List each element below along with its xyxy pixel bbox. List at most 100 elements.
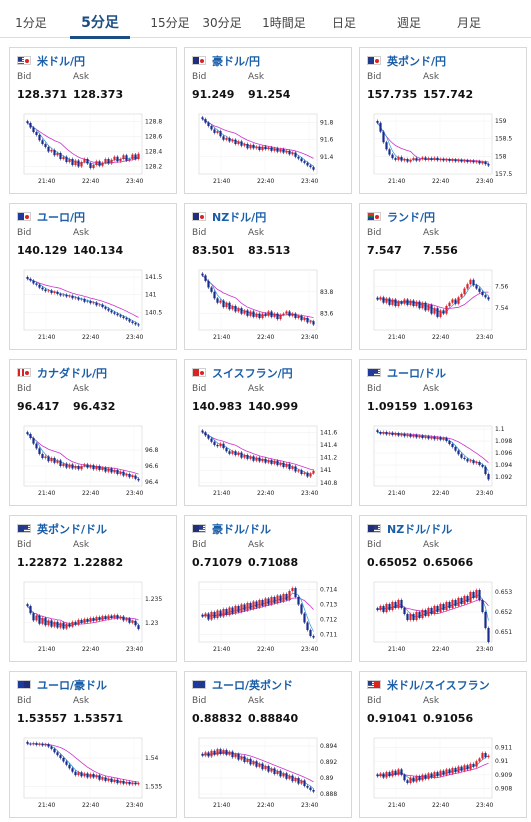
y-tick-label: 159: [495, 118, 507, 125]
candle-body: [403, 774, 406, 781]
rate-card[interactable]: 豪ドル/ドル Bid Ask 0.71079 0.71088 0.714 0.713 0.71…: [184, 515, 352, 662]
candle-body: [270, 597, 273, 605]
candlestick-chart[interactable]: 7.56 7.54 21:40 22:40 23:40: [360, 262, 526, 350]
rate-card[interactable]: 英ポンド/円 Bid Ask 157.735 157.742 159 158.5 158 157…: [359, 47, 527, 194]
currency-pair-title[interactable]: ユーロ/豪ドル: [37, 679, 108, 692]
candle-body: [125, 782, 128, 784]
currency-pair-title[interactable]: NZドル/ドル: [387, 523, 453, 536]
rate-card[interactable]: NZドル/円 Bid Ask 83.501 83.513 83.8 83.6 21:40 22:…: [184, 203, 352, 350]
currency-pair-title[interactable]: ランド/円: [387, 211, 436, 224]
candle-body: [246, 310, 249, 316]
candle-body: [300, 315, 303, 321]
candlestick-chart[interactable]: 0.911 0.91 0.909 0.908 21:40 22:40 23:40: [360, 730, 526, 818]
rate-card[interactable]: ユーロ/英ポンド Bid Ask 0.88832 0.88840 0.894 0.892 0.…: [184, 671, 352, 818]
x-tick-label: 22:40: [432, 178, 449, 185]
candle-body: [234, 606, 237, 614]
rate-card[interactable]: カナダドル/円 Bid Ask 96.417 96.432 96.8 96.6 96.4 21:…: [9, 359, 177, 506]
rate-card[interactable]: スイスフラン/円 Bid Ask 140.983 140.999 141.6 141.4 14…: [184, 359, 352, 506]
candlestick-chart[interactable]: 1.54 1.535 21:40 22:40 23:40: [10, 730, 176, 818]
candle-body: [255, 761, 258, 767]
bid-label: Bid: [192, 72, 207, 82]
candle-body: [246, 758, 249, 762]
candlestick-chart[interactable]: 141.5 141 140.5 21:40 22:40 23:40: [10, 262, 176, 350]
currency-pair-title[interactable]: 米ドル/スイスフラン: [387, 679, 490, 692]
candle-body: [222, 443, 225, 449]
candle-body: [406, 434, 409, 437]
x-tick-label: 23:40: [126, 334, 143, 341]
candle-body: [255, 146, 258, 149]
candle-body: [210, 612, 213, 620]
candlestick-chart[interactable]: 83.8 83.6 21:40 22:40 23:40: [185, 262, 351, 350]
currency-pair-title[interactable]: ユーロ/英ポンド: [212, 679, 294, 692]
currency-pair-title[interactable]: 豪ドル/円: [212, 55, 261, 68]
candle-body: [29, 743, 32, 745]
rate-card[interactable]: NZドル/ドル Bid Ask 0.65052 0.65066 0.653 0.652 0.6…: [359, 515, 527, 662]
candle-body: [128, 159, 131, 161]
tab-3[interactable]: 30分足: [202, 16, 242, 30]
tab-6[interactable]: 週足: [396, 16, 421, 30]
candle-body: [445, 769, 448, 775]
currency-pair-title[interactable]: カナダドル/円: [37, 367, 108, 380]
tab-2[interactable]: 15分足: [150, 16, 190, 30]
candle-body: [50, 458, 53, 462]
rate-card[interactable]: 豪ドル/円 Bid Ask 91.249 91.254 91.8 91.6 91.4 21:40…: [184, 47, 352, 194]
ask-value: 1.09163: [423, 400, 474, 413]
currency-pair-title[interactable]: ユーロ/円: [37, 211, 86, 224]
candle-body: [282, 149, 285, 153]
ask-label: Ask: [423, 384, 440, 394]
currency-pair-title[interactable]: NZドル/円: [212, 211, 267, 224]
candlestick-chart[interactable]: 159 158.5 158 157.5 21:40 22:40 23:40: [360, 106, 526, 194]
candlestick-chart[interactable]: 128.8 128.6 128.4 128.2 21:40 22:40 23:40: [10, 106, 176, 194]
candle-body: [460, 454, 463, 458]
currency-pair-title[interactable]: ユーロ/ドル: [387, 367, 447, 380]
tab-0[interactable]: 1分足: [15, 16, 47, 30]
candle-body: [478, 462, 481, 465]
candle-body: [264, 458, 267, 463]
currency-pair-title[interactable]: 英ポンド/円: [387, 55, 447, 68]
rate-card[interactable]: ユーロ/ドル Bid Ask 1.09159 1.09163 1.1 1.098 1.096 1…: [359, 359, 527, 506]
y-tick-label: 0.713: [320, 602, 337, 609]
candle-body: [210, 126, 213, 130]
candle-body: [216, 131, 219, 133]
candlestick-chart[interactable]: 1.235 1.23 21:40 22:40 23:40: [10, 574, 176, 662]
y-tick-label: 1.096: [495, 450, 512, 457]
rate-card[interactable]: 米ドル/円 Bid Ask 128.371 128.373 128.8 128.6 128.4…: [9, 47, 177, 194]
candle-body: [388, 772, 391, 777]
currency-pair-title[interactable]: 米ドル/円: [37, 55, 86, 68]
rate-card[interactable]: 米ドル/スイスフラン Bid Ask 0.91041 0.91056 0.911 0.91 0…: [359, 671, 527, 818]
rate-card[interactable]: ユーロ/円 Bid Ask 140.129 140.134 141.5 141 140.5 21…: [9, 203, 177, 350]
candle-body: [463, 160, 466, 162]
rate-card[interactable]: ランド/円 Bid Ask 7.547 7.556 7.56 7.54 21:40 22:40 2…: [359, 203, 527, 350]
candle-body: [246, 144, 249, 149]
rate-card[interactable]: ユーロ/豪ドル Bid Ask 1.53557 1.53571 1.54 1.535 21:4…: [9, 671, 177, 818]
bid-label: Bid: [17, 72, 32, 82]
y-tick-label: 1.098: [495, 438, 512, 445]
candlestick-chart[interactable]: 1.1 1.098 1.096 1.094 1.092 21:40 22:40 23:40: [360, 418, 526, 506]
currency-pair-title[interactable]: 豪ドル/ドル: [212, 523, 272, 536]
candle-body: [219, 131, 222, 137]
candle-body: [216, 610, 219, 618]
rate-card[interactable]: 英ポンド/ドル Bid Ask 1.22872 1.22882 1.235 1.23 21:4…: [9, 515, 177, 662]
candle-body: [104, 159, 107, 163]
tab-4[interactable]: 1時間足: [262, 16, 306, 30]
ask-label: Ask: [423, 72, 440, 82]
currency-pair-title[interactable]: 英ポンド/ドル: [37, 523, 108, 536]
candle-body: [270, 768, 273, 772]
ma-long-line: [27, 122, 139, 164]
tab-1[interactable]: 5分足: [70, 0, 130, 39]
candlestick-chart[interactable]: 96.8 96.6 96.4 21:40 22:40 23:40: [10, 418, 176, 506]
currency-pair-title[interactable]: スイスフラン/円: [212, 367, 293, 380]
y-tick-label: 0.712: [320, 617, 337, 624]
candlestick-chart[interactable]: 91.8 91.6 91.4 21:40 22:40 23:40: [185, 106, 351, 194]
candlestick-chart[interactable]: 141.6 141.4 141.2 141 140.8 21:40 22:40 23:40: [185, 418, 351, 506]
candle-body: [403, 159, 406, 161]
candle-body: [457, 766, 460, 773]
candlestick-chart[interactable]: 0.894 0.892 0.89 0.888 21:40 22:40 23:40: [185, 730, 351, 818]
tab-5[interactable]: 日足: [331, 16, 356, 30]
currency-flag-icon: [192, 524, 206, 533]
candle-body: [228, 138, 231, 142]
candlestick-chart[interactable]: 0.714 0.713 0.712 0.711 21:40 22:40 23:40: [185, 574, 351, 662]
tab-7[interactable]: 月足: [456, 16, 481, 30]
candle-body: [457, 598, 460, 606]
candlestick-chart[interactable]: 0.653 0.652 0.651 21:40 22:40 23:40: [360, 574, 526, 662]
